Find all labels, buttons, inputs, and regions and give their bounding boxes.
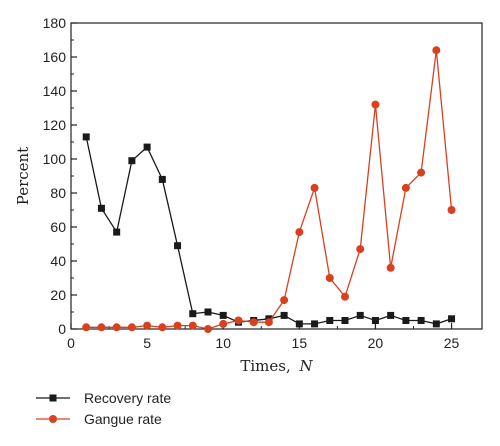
data-point [82, 323, 91, 332]
data-point [143, 143, 151, 151]
data-point [371, 100, 380, 109]
data-point [417, 168, 426, 177]
data-point [341, 292, 349, 301]
data-point [173, 321, 182, 330]
data-point [174, 242, 182, 250]
data-point [158, 323, 167, 332]
data-point [401, 183, 410, 192]
data-point [128, 157, 136, 165]
data-point [97, 204, 105, 212]
series-gangue-rate [82, 46, 456, 333]
data-point [432, 320, 440, 328]
data-point [371, 317, 379, 324]
data-point [325, 274, 334, 282]
data-point [234, 316, 243, 325]
data-point [356, 245, 365, 254]
x-tick-label: 20 [368, 335, 384, 351]
y-tick-label: 40 [50, 253, 66, 269]
x-axis: 0 5 10 15 20 25 [67, 323, 460, 351]
y-tick-label: 140 [43, 83, 67, 99]
data-point [97, 323, 106, 332]
legend-item: Gangue rate [36, 411, 162, 427]
data-point [204, 325, 212, 333]
data-point [341, 317, 349, 324]
y-tick-label: 100 [43, 151, 67, 167]
y-tick-label: 60 [50, 219, 66, 235]
series-line [85, 136, 452, 325]
x-axis-title: Times, N [240, 357, 313, 375]
y-tick-label: 160 [43, 49, 67, 65]
y-axis-title: Percent [14, 147, 32, 205]
y-tick-label: 20 [50, 287, 66, 303]
data-point [310, 183, 319, 192]
legend: Recovery rate Gangue rate [36, 390, 171, 427]
data-point [112, 323, 121, 332]
data-point [219, 311, 227, 319]
data-point [417, 317, 425, 324]
data-point [295, 228, 304, 237]
data-point [448, 315, 456, 323]
data-point [264, 318, 273, 327]
data-point [326, 317, 334, 324]
data-point [356, 311, 364, 319]
data-point [188, 321, 197, 330]
data-point [113, 228, 121, 236]
data-point [295, 320, 303, 328]
legend-label: Gangue rate [84, 411, 162, 427]
data-point [219, 319, 228, 328]
data-point [280, 311, 288, 319]
y-tick-label: 80 [50, 185, 66, 201]
data-point [280, 296, 289, 305]
data-point [127, 323, 136, 332]
data-point [447, 206, 456, 214]
x-tick-label: 10 [215, 335, 231, 351]
legend-marker [49, 415, 57, 423]
legend-item: Recovery rate [36, 390, 171, 406]
data-point [158, 175, 166, 183]
data-point [189, 310, 197, 318]
data-point [143, 321, 152, 330]
legend-marker [49, 394, 57, 402]
x-tick-label: 25 [444, 335, 460, 351]
data-point [82, 133, 90, 141]
x-tick-label: 5 [143, 335, 151, 351]
y-tick-label: 180 [43, 15, 67, 31]
data-point [249, 318, 258, 327]
x-axis-title-variable: N [299, 357, 314, 375]
data-point [387, 311, 395, 319]
legend-label: Recovery rate [84, 390, 171, 406]
series-recovery-rate [82, 133, 456, 328]
x-tick-label: 0 [67, 335, 75, 351]
data-point [311, 320, 319, 328]
series-layer [82, 46, 456, 333]
y-tick-label: 0 [58, 321, 66, 337]
data-point [386, 263, 395, 272]
x-axis-title-text: Times, [240, 357, 290, 375]
x-tick-label: 15 [292, 335, 308, 351]
y-tick-label: 120 [43, 117, 67, 133]
data-point [204, 308, 212, 316]
y-axis: 0 20 40 60 80 100 120 140 160 180 [43, 15, 77, 337]
series-line [86, 50, 453, 330]
data-point [432, 46, 441, 55]
data-point [402, 317, 410, 324]
